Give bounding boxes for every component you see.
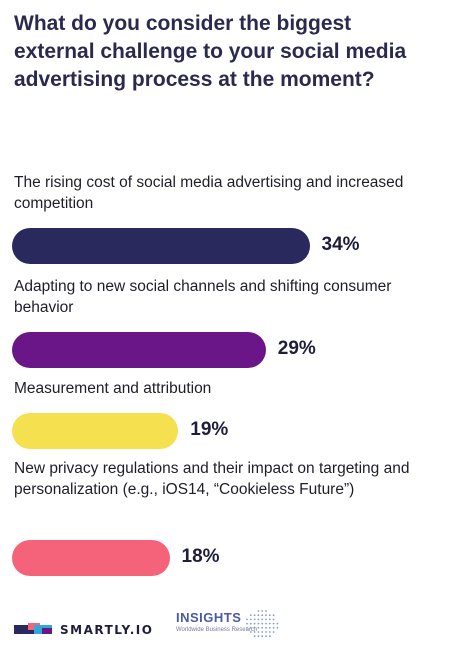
footer: SMARTLY.IO INSIGHTS Worldwide Business R… bbox=[14, 608, 454, 648]
bar-row: 19% bbox=[12, 413, 452, 449]
bar-row: 34% bbox=[12, 228, 452, 264]
bar-value-label: 29% bbox=[277, 338, 316, 359]
insights-logo: INSIGHTS Worldwide Business Research bbox=[176, 608, 296, 648]
category-label: Measurement and attribution bbox=[14, 380, 212, 397]
bar bbox=[12, 228, 310, 264]
smartly-brand-text: SMARTLY.IO bbox=[60, 623, 154, 637]
smartly-logo-icon bbox=[14, 623, 52, 634]
bar bbox=[12, 413, 179, 449]
smartly-logo: SMARTLY.IO bbox=[14, 620, 152, 644]
dotted-globe-icon bbox=[246, 610, 279, 638]
insights-subtitle: Worldwide Business Research bbox=[176, 627, 258, 633]
bar-value-label: 19% bbox=[190, 419, 229, 440]
bar-row: 18% bbox=[12, 540, 452, 576]
insights-title: INSIGHTS bbox=[176, 610, 242, 625]
category-label: New privacy regulations and their impact… bbox=[14, 460, 410, 498]
category-label: The rising cost of social media advertis… bbox=[14, 174, 404, 212]
chart-title: What do you consider the biggest externa… bbox=[14, 12, 407, 91]
category-label: Adapting to new social channels and shif… bbox=[14, 278, 392, 316]
bar bbox=[12, 540, 170, 576]
bar bbox=[12, 332, 266, 368]
bar-row: 29% bbox=[12, 332, 452, 368]
bar-value-label: 34% bbox=[321, 234, 360, 255]
bar-value-label: 18% bbox=[181, 546, 220, 567]
